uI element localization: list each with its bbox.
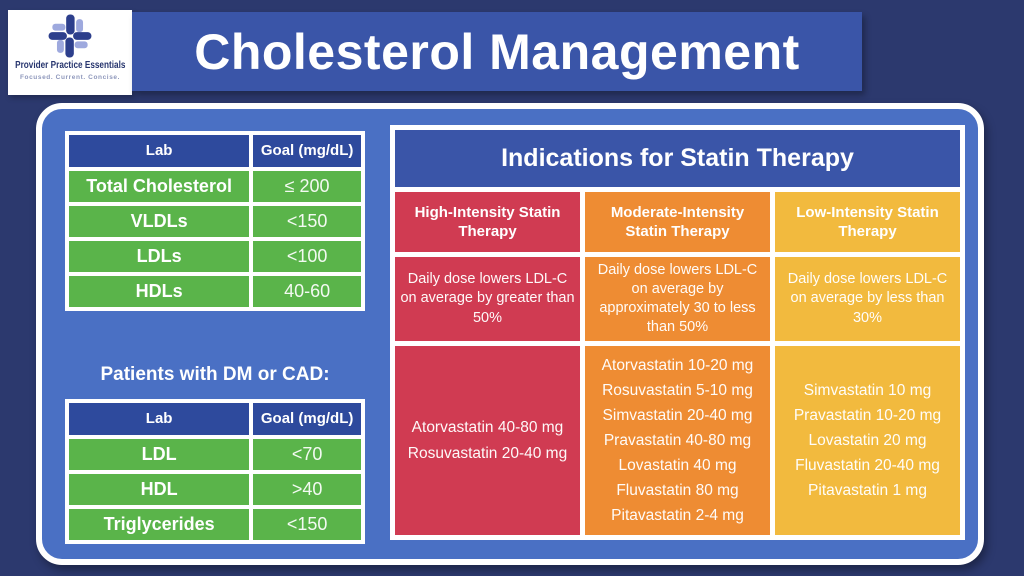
goal-value-cell: ≤ 200: [253, 171, 361, 202]
goal-value-cell: 40-60: [253, 276, 361, 307]
drug-item: Pitavastatin 1 mg: [808, 482, 927, 500]
drug-item: Fluvastatin 20-40 mg: [795, 457, 940, 475]
drug-item: Simvastatin 20-40 mg: [602, 406, 753, 424]
lab-name-cell: Triglycerides: [69, 509, 250, 540]
statin-drug-list-low: Simvastatin 10 mg Pravastatin 10-20 mg Lov…: [775, 346, 960, 535]
lab-column-header: Lab: [69, 403, 250, 435]
content-panel: Lab Goal (mg/dL) Total Cholesterol ≤ 200 VLD…: [36, 103, 984, 565]
drug-item: Pravastatin 10-20 mg: [793, 406, 942, 424]
statin-therapy-table: Indications for Statin Therapy High-Inte…: [390, 125, 965, 540]
lab-name-cell: LDLs: [69, 241, 250, 272]
drug-item: Pitavastatin 2-4 mg: [611, 507, 744, 525]
goal-value-cell: <100: [253, 241, 361, 272]
statin-drug-list-high: Atorvastatin 40-80 mg Rosuvastatin 20-40 …: [395, 346, 580, 535]
statin-description-moderate: Daily dose lowers LDL-C on average by ap…: [585, 257, 770, 341]
lab-goals-table: Lab Goal (mg/dL) Total Cholesterol ≤ 200 VLD…: [65, 131, 365, 311]
lab-name-cell: HDL: [69, 474, 250, 505]
goal-column-header: Goal (mg/dL): [253, 403, 361, 435]
lab-name-cell: HDLs: [69, 276, 250, 307]
drug-item: Fluvastatin 80 mg: [616, 482, 739, 500]
drug-item: Rosuvastatin 5-10 mg: [602, 381, 753, 399]
dm-cad-heading: Patients with DM or CAD:: [100, 364, 330, 385]
goal-value-cell: <150: [253, 206, 361, 237]
goal-column-header: Goal (mg/dL): [253, 135, 361, 167]
goal-value-cell: <150: [253, 509, 361, 540]
drug-item: Atorvastatin 40-80 mg: [411, 419, 564, 437]
drug-item: Lovastatin 40 mg: [618, 457, 737, 475]
statin-title: Indications for Statin Therapy: [395, 130, 960, 187]
drug-item: Pravastatin 40-80 mg: [603, 431, 752, 449]
drug-item: Simvastatin 10 mg: [803, 381, 932, 399]
drug-item: Lovastatin 20 mg: [808, 431, 927, 449]
lab-name-cell: Total Cholesterol: [69, 171, 250, 202]
dm-cad-goals-table: Lab Goal (mg/dL) LDL <70 HDL >40 Triglycerides…: [65, 399, 365, 544]
lab-name-cell: LDL: [69, 439, 250, 470]
drug-item: Atorvastatin 10-20 mg: [601, 356, 754, 374]
lab-name-cell: VLDLs: [69, 206, 250, 237]
page-title: Cholesterol Management: [194, 23, 800, 80]
statin-drug-list-moderate: Atorvastatin 10-20 mg Rosuvastatin 5-10 m…: [585, 346, 770, 535]
logo-name: Provider Practice Essentials: [14, 60, 126, 71]
statin-description-low: Daily dose lowers LDL-C on average by le…: [775, 257, 960, 341]
statin-column-header-low: Low-Intensity Statin Therapy: [775, 192, 960, 252]
statin-description-high: Daily dose lowers LDL-C on average by gr…: [395, 257, 580, 341]
title-banner: Cholesterol Management: [132, 12, 862, 91]
statin-column-header-high: High-Intensity Statin Therapy: [395, 192, 580, 252]
logo-tagline: Focused. Current. Concise.: [19, 74, 121, 81]
drug-item: Rosuvastatin 20-40 mg: [407, 444, 568, 462]
lab-column-header: Lab: [69, 135, 250, 167]
statin-column-header-moderate: Moderate-Intensity Statin Therapy: [585, 192, 770, 252]
goal-value-cell: >40: [253, 474, 361, 505]
logo-card: Provider Practice Essentials Focused. Cu…: [8, 10, 132, 95]
ppe-cross-icon: [48, 14, 92, 58]
goal-value-cell: <70: [253, 439, 361, 470]
